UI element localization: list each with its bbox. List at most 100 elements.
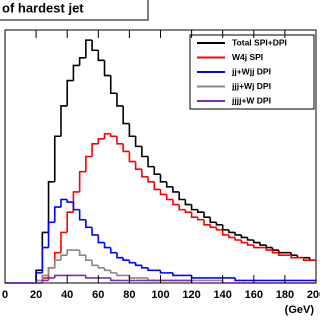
histogram-step	[178, 204, 186, 211]
histogram-step	[259, 242, 267, 246]
histogram-step	[128, 260, 136, 264]
histogram-step	[116, 252, 124, 259]
histogram-step	[41, 246, 49, 273]
histogram-step	[221, 229, 229, 236]
histogram-step	[265, 245, 273, 249]
histogram-step	[53, 274, 61, 278]
histogram-step	[122, 143, 130, 153]
histogram-step	[41, 231, 49, 271]
histogram-step	[240, 239, 248, 244]
histogram-step	[147, 156, 155, 168]
histogram-step	[209, 224, 217, 229]
histogram-step	[159, 189, 167, 196]
histogram-step	[47, 221, 55, 248]
histogram-step	[97, 50, 105, 62]
histogram-step	[165, 194, 173, 201]
histogram-step	[172, 199, 180, 206]
histogram-step	[85, 39, 93, 58]
histogram-step	[153, 166, 161, 176]
histogram-step	[234, 277, 242, 282]
histogram-step	[271, 250, 279, 254]
histogram-step	[109, 277, 117, 282]
x-tick-label: 180	[276, 289, 294, 301]
histogram-step	[253, 245, 261, 249]
histogram-step	[47, 267, 55, 276]
histogram-step	[277, 250, 285, 254]
histogram-step	[190, 204, 198, 211]
histogram-step	[122, 257, 130, 262]
histogram-step	[147, 267, 155, 272]
histogram-step	[116, 272, 124, 277]
histogram-step	[47, 181, 55, 233]
histogram-step	[128, 123, 136, 138]
histogram-step	[271, 247, 279, 251]
legend-label: jjjj+W DPI	[231, 95, 271, 105]
histogram-step	[265, 247, 273, 251]
histogram-step	[116, 93, 124, 107]
histogram-step	[53, 206, 61, 223]
histogram-step	[159, 174, 167, 183]
histogram-step	[103, 60, 111, 77]
histogram-step	[91, 40, 99, 52]
histogram-step	[141, 169, 149, 178]
histogram-step	[103, 132, 111, 139]
histogram-step	[35, 272, 43, 283]
legend-label: jj+Wjj DPI	[231, 66, 271, 76]
x-tick-label: 0	[2, 289, 8, 301]
histogram-step	[184, 209, 192, 213]
histogram-step	[277, 252, 285, 256]
histogram-step	[134, 136, 142, 148]
histogram-step	[240, 234, 248, 239]
histogram-step	[122, 105, 130, 125]
histogram-step	[66, 211, 74, 233]
histogram-step	[178, 191, 186, 201]
histogram-step	[91, 260, 99, 267]
histogram-step	[78, 209, 86, 221]
histogram-step	[172, 186, 180, 193]
histogram-step	[246, 237, 254, 241]
histogram-step	[147, 176, 155, 183]
histogram-step	[109, 270, 117, 274]
histogram-step	[72, 64, 80, 81]
histogram-step	[209, 217, 217, 224]
histogram-step	[153, 181, 161, 191]
x-tick-label: 200	[307, 289, 320, 301]
histogram-step	[60, 254, 68, 261]
histogram-step	[47, 267, 55, 278]
x-axis-label: (GeV)	[285, 304, 315, 316]
histogram-step	[97, 137, 105, 144]
histogram-step	[128, 275, 136, 279]
histogram-step	[302, 257, 310, 262]
histogram-step	[190, 212, 198, 219]
histogram-step	[85, 275, 93, 279]
x-tick-label: 60	[92, 289, 104, 301]
histogram-step	[78, 250, 86, 256]
histogram-step	[91, 227, 99, 236]
legend-label: jjj+Wj DPI	[231, 81, 271, 91]
histogram-step	[78, 170, 86, 192]
legend-label: W4j SPI	[232, 52, 263, 62]
histogram-step	[41, 279, 49, 283]
histogram-step	[234, 237, 242, 241]
x-tick-label: 100	[151, 289, 169, 301]
chart-title: of hardest jet	[2, 0, 84, 15]
histogram-step	[66, 79, 74, 106]
x-tick-label: 20	[30, 289, 42, 301]
histogram-step	[60, 198, 68, 208]
histogram-step	[290, 255, 298, 259]
histogram-step	[109, 133, 117, 138]
histogram-step	[85, 255, 93, 262]
x-tick-label: 160	[245, 289, 263, 301]
histogram-step	[134, 161, 142, 170]
histogram-step	[66, 249, 74, 256]
x-tick-label: 140	[214, 289, 232, 301]
histogram-step	[72, 202, 80, 211]
histogram-step	[116, 136, 124, 145]
legend-label: Total SPI+DPI	[232, 37, 287, 47]
histogram-step	[215, 222, 223, 226]
histogram-step	[197, 209, 205, 213]
histogram-step	[165, 181, 173, 188]
histogram-step	[85, 219, 93, 229]
histogram-step	[66, 199, 74, 203]
